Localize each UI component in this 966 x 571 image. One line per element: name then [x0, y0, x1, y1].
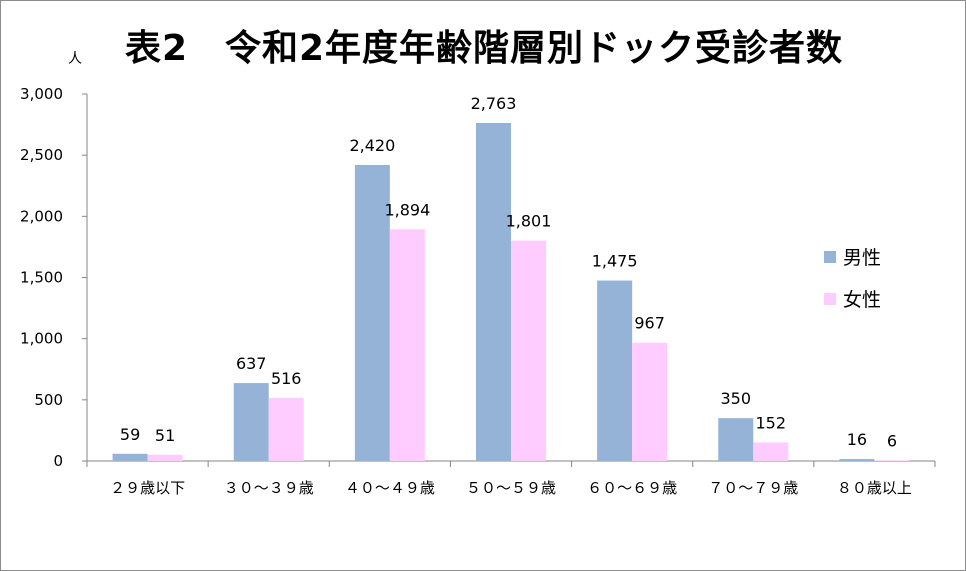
x-category-label: ７０～７９歳: [708, 479, 798, 497]
y-tick-label: 500: [34, 391, 63, 409]
bar-female: [389, 229, 425, 461]
x-category-label: ３０～３９歳: [224, 479, 314, 497]
bar-male: [354, 164, 390, 461]
y-tick-label: 1,500: [20, 269, 63, 287]
y-tick-label: 3,000: [20, 85, 63, 103]
bar-male: [597, 280, 633, 461]
data-labels: 59 637 2,420 2,763 1,475 350 16 51 516 1,894 1,801…: [120, 94, 897, 450]
chart-title: 表2 令和2年度年齢階層別ドック受診者数: [124, 28, 844, 69]
y-tick-label: 0: [53, 452, 63, 470]
data-label: 350: [721, 389, 752, 408]
y-axis-unit-label: 人: [68, 51, 82, 67]
x-category-label: ４０～４９歳: [345, 479, 435, 497]
axes: 0 500 1,000 1,500 2,000 2,500 3,000 人 ２９歳以下 ３０～３９…: [20, 51, 936, 497]
data-label: 6: [887, 431, 897, 450]
legend-label: 女性: [843, 289, 881, 311]
y-tick-label: 2,000: [20, 207, 63, 225]
x-category-label: ８０歳以上: [837, 479, 912, 497]
y-tick-label: 1,000: [20, 330, 63, 348]
bar-male: [718, 418, 754, 461]
data-label: 51: [155, 426, 175, 445]
bar-female: [753, 442, 789, 461]
x-category-label: ６０～６９歳: [587, 479, 677, 497]
data-label: 967: [634, 314, 665, 333]
bar-male: [233, 383, 269, 461]
bar-male: [476, 122, 511, 462]
x-category-label: ５０～５９歳: [466, 479, 556, 497]
bar-female: [632, 342, 668, 461]
legend-label: 男性: [843, 247, 881, 269]
bar-female: [874, 460, 910, 461]
bars: [112, 122, 910, 462]
bar-female: [511, 240, 546, 461]
data-label: 516: [271, 369, 302, 388]
data-label: 1,801: [506, 212, 552, 231]
data-label: 637: [236, 354, 267, 373]
bar-female: [147, 454, 183, 461]
data-label: 2,420: [349, 136, 395, 155]
y-tick-label: 2,500: [20, 146, 63, 164]
data-label: 16: [847, 430, 867, 449]
data-label: 152: [756, 413, 787, 432]
x-category-label: ２９歳以下: [110, 479, 185, 497]
data-label: 1,894: [384, 200, 430, 219]
legend-swatch-male: [824, 251, 836, 263]
bar-male: [112, 453, 148, 461]
bar-female: [268, 397, 304, 461]
legend-swatch-female: [824, 293, 836, 305]
data-label: 59: [120, 425, 140, 444]
bar-male: [839, 459, 875, 461]
data-label: 2,763: [471, 94, 517, 113]
data-label: 1,475: [592, 252, 638, 271]
